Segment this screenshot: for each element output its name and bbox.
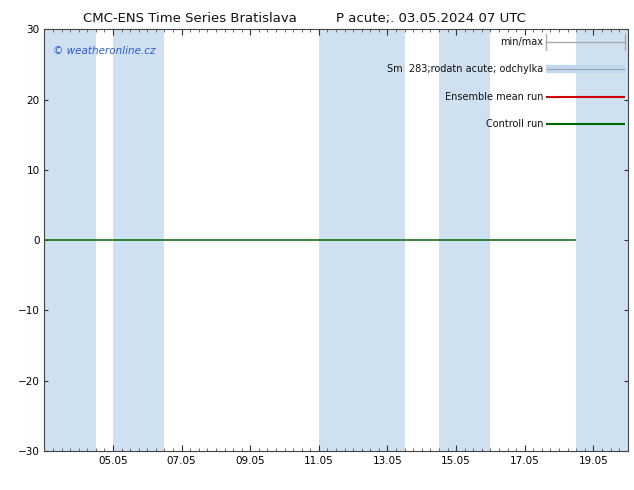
Point (75, 232, 82, 238)
Bar (576, 29, 628, 451)
Point (75, 231, 82, 237)
Text: © weatheronline.cz: © weatheronline.cz (53, 46, 155, 56)
Point (70, 231, 78, 237)
Text: Ensemble mean run: Ensemble mean run (444, 92, 543, 102)
Text: P acute;. 03.05.2024 07 UTC: P acute;. 03.05.2024 07 UTC (336, 12, 526, 25)
Bar (439, 29, 491, 451)
Text: min/max: min/max (500, 37, 543, 47)
Text: Sm  283;rodatn acute; odchylka: Sm 283;rodatn acute; odchylka (387, 64, 543, 74)
Text: Controll run: Controll run (486, 119, 543, 129)
Point (75, 230, 82, 236)
Bar (319, 29, 404, 451)
Point (70, 231, 78, 237)
Bar (113, 29, 164, 451)
Point (70, 230, 78, 236)
Point (75, 231, 82, 237)
Point (75, 230, 82, 236)
Bar (44, 29, 96, 451)
Text: CMC-ENS Time Series Bratislava: CMC-ENS Time Series Bratislava (83, 12, 297, 25)
Point (70, 230, 78, 236)
Point (70, 230, 78, 236)
Point (70, 232, 78, 238)
Point (75, 230, 82, 236)
Point (70, 231, 78, 237)
Point (75, 231, 82, 237)
